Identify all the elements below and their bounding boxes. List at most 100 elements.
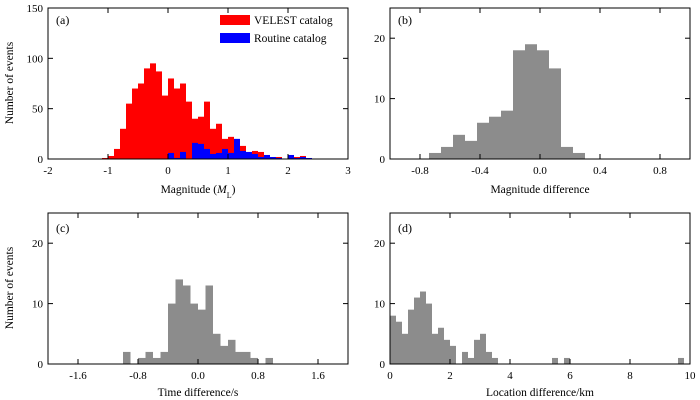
bar-a-s0-13 xyxy=(174,88,180,159)
bar-d-s0-48 xyxy=(678,357,684,364)
bar-a-s1-25 xyxy=(246,151,252,159)
bar-a-s0-10 xyxy=(156,71,162,159)
bar-c-s0-12 xyxy=(213,333,221,364)
bar-a-s1-23 xyxy=(234,138,240,159)
legend-swatch-routine xyxy=(220,33,250,43)
x-tick-label-a-3: 1 xyxy=(225,165,231,177)
bar-b-s0-6 xyxy=(501,110,513,159)
bar-a-s0-16 xyxy=(192,118,198,159)
bar-a-s1-19 xyxy=(210,153,216,159)
bar-d-s0-16 xyxy=(486,351,492,364)
bar-b-s0-5 xyxy=(489,116,501,159)
bar-a-s1-17 xyxy=(198,143,204,159)
x-tick-label-d-4: 8 xyxy=(627,370,633,382)
y-tick-label-b-0: 0 xyxy=(380,154,386,166)
bar-a-s1-35 xyxy=(306,157,312,159)
bar-d-s0-8 xyxy=(438,327,444,364)
bar-c-s0-7 xyxy=(175,279,183,364)
bar-c-s0-5 xyxy=(160,351,168,364)
x-tick-label-c-1: -0.8 xyxy=(129,370,147,382)
y-tick-label-a-2: 100 xyxy=(27,53,44,65)
bar-a-s0-18 xyxy=(204,101,210,159)
x-tick-label-b-4: 0.8 xyxy=(653,165,667,177)
bar-a-s1-27 xyxy=(258,156,264,159)
ticks-a: -2 -1 0 1 2 3 0 50 100 150 xyxy=(27,3,352,177)
bar-c-s0-11 xyxy=(205,285,213,364)
x-tick-label-c-2: 0.0 xyxy=(191,370,205,382)
bar-a-s1-32 xyxy=(288,154,294,159)
bar-a-s0-14 xyxy=(180,83,186,159)
y-tick-label-d-1: 10 xyxy=(374,299,386,311)
x-axis-label-b: Magnitude difference xyxy=(490,184,589,196)
x-tick-label-d-3: 6 xyxy=(567,370,573,382)
legend-swatch-velest xyxy=(220,15,250,25)
bar-d-s0-15 xyxy=(480,333,486,364)
x-tick-label-b-1: -0.4 xyxy=(471,165,489,177)
plot-frame-d xyxy=(389,212,691,365)
bar-a-s0-27 xyxy=(258,151,264,159)
panel-b: -0.8 -0.4 0.0 0.4 0.8 0 10 20 (b) Magnitude dif… xyxy=(374,7,691,196)
legend-label-velest: VELEST catalog xyxy=(254,15,333,27)
y-tick-label-c-2: 20 xyxy=(32,238,44,250)
bar-a-s1-29 xyxy=(270,156,276,159)
panel-a: -2 -1 0 1 2 3 0 50 100 150 (a) VELEST catalog Rou… xyxy=(4,3,351,200)
bar-c-s0-8 xyxy=(183,285,191,364)
bar-a-s0-11 xyxy=(162,95,168,159)
bar-a-s1-22 xyxy=(228,152,234,159)
bar-a-s0-20 xyxy=(216,123,222,159)
x-tick-label-b-2: 0.0 xyxy=(533,165,547,177)
bar-a-s1-14 xyxy=(180,151,186,159)
bar-d-s0-4 xyxy=(414,297,420,364)
bar-d-s0-7 xyxy=(432,333,438,364)
panel-c: -1.6 -0.8 0.0 0.8 1.6 0 10 20 (c) Time differen… xyxy=(4,212,349,399)
ticks-c: -1.6 -0.8 0.0 0.8 1.6 0 10 20 xyxy=(32,213,348,382)
bar-d-s0-6 xyxy=(426,303,432,364)
histogram-bars-a xyxy=(102,63,312,160)
bar-a-s0-1 xyxy=(102,157,108,159)
bar-a-s1-26 xyxy=(252,153,258,159)
bar-a-s0-15 xyxy=(186,101,192,159)
bar-d-s0-14 xyxy=(474,339,480,364)
x-axis-label-a: Magnitude (ML) xyxy=(161,184,236,200)
histogram-bars-b xyxy=(429,44,585,159)
bar-b-s0-2 xyxy=(453,134,465,159)
bar-d-s0-0 xyxy=(390,315,396,364)
bar-a-s0-12 xyxy=(168,78,174,159)
x-tick-label-d-0: 0 xyxy=(387,370,393,382)
bar-d-s0-2 xyxy=(402,333,408,364)
bar-c-s0-3 xyxy=(145,351,153,364)
bar-a-s1-12 xyxy=(168,152,174,159)
x-tick-label-a-4: 2 xyxy=(285,165,291,177)
bar-a-s1-24 xyxy=(240,150,246,159)
panel-d: 0 2 4 6 8 10 0 10 20 (d) Location difference/km xyxy=(374,212,696,399)
bar-c-s0-19 xyxy=(265,357,273,364)
panel-label-a: (a) xyxy=(56,13,69,27)
histogram-bars-d xyxy=(390,291,684,364)
y-axis-label-c: Number of events xyxy=(4,246,16,329)
bar-d-s0-13 xyxy=(468,357,474,364)
bar-b-s0-10 xyxy=(549,68,561,159)
legend-a: VELEST catalog Routine catalog xyxy=(220,15,333,45)
bar-c-s0-0 xyxy=(123,351,131,364)
y-tick-label-a-0: 0 xyxy=(38,154,44,166)
bar-a-s1-28 xyxy=(264,154,270,159)
x-tick-label-b-0: -0.8 xyxy=(411,165,429,177)
bar-a-s0-17 xyxy=(198,116,204,159)
x-tick-label-c-4: 1.6 xyxy=(311,370,325,382)
bar-a-s1-21 xyxy=(222,148,228,159)
bar-b-s0-4 xyxy=(477,122,489,159)
bar-c-s0-10 xyxy=(198,309,206,364)
x-axis-label-d: Location difference/km xyxy=(486,387,594,399)
x-tick-label-a-1: -1 xyxy=(103,165,112,177)
bar-d-s0-1 xyxy=(396,321,402,364)
y-tick-label-b-2: 20 xyxy=(374,33,386,45)
bar-b-s0-9 xyxy=(537,50,549,159)
bar-a-s0-6 xyxy=(132,88,138,159)
plot-frame-a xyxy=(47,7,349,160)
bar-a-s1-30 xyxy=(276,157,282,159)
bar-c-s0-4 xyxy=(153,357,161,364)
bar-d-s0-3 xyxy=(408,309,414,364)
x-tick-label-b-3: 0.4 xyxy=(593,165,607,177)
bar-b-s0-1 xyxy=(441,146,453,159)
bar-c-s0-16 xyxy=(243,351,251,364)
